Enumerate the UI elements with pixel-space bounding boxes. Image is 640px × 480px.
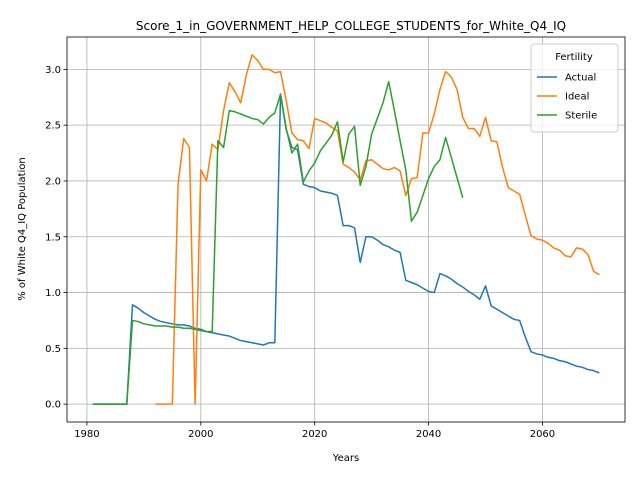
y-tick-label: 0.5 [45,344,61,355]
x-tick-label: 2020 [302,429,327,440]
legend: Fertility Actual Ideal Sterile [530,43,619,133]
series-line-actual [92,94,600,405]
plot-frame [66,36,626,423]
y-tick-label: 0.0 [45,400,61,411]
legend-box [530,43,619,133]
legend-label-ideal: Ideal [565,92,589,103]
y-tick-label: 1.5 [45,232,61,243]
y-tick-label: 2.5 [45,121,61,132]
x-axis-label: Years [332,453,359,464]
y-tick-label: 2.0 [45,176,61,187]
y-axis-label: % of White Q4_IQ Population [17,157,28,301]
y-tick-label: 1.0 [45,288,61,299]
y-tick-label: 3.0 [45,65,61,76]
x-tick-label: 2000 [188,429,213,440]
series-lines [92,54,600,405]
legend-label-sterile: Sterile [565,111,597,122]
x-tick-label: 2060 [530,429,555,440]
chart-title: Score_1_in_GOVERNMENT_HELP_COLLEGE_STUDE… [136,19,566,33]
x-tick-label: 2040 [416,429,441,440]
series-line-ideal [155,54,600,405]
series-line-sterile [92,80,464,405]
legend-title: Fertility [555,52,593,63]
x-tick-label: 1980 [74,429,99,440]
legend-label-actual: Actual [565,73,596,84]
axis-ticks: 1980 2000 2020 2040 2060 0.0 0.5 1.0 1.5 2.0 2.5 3.… [45,65,555,440]
